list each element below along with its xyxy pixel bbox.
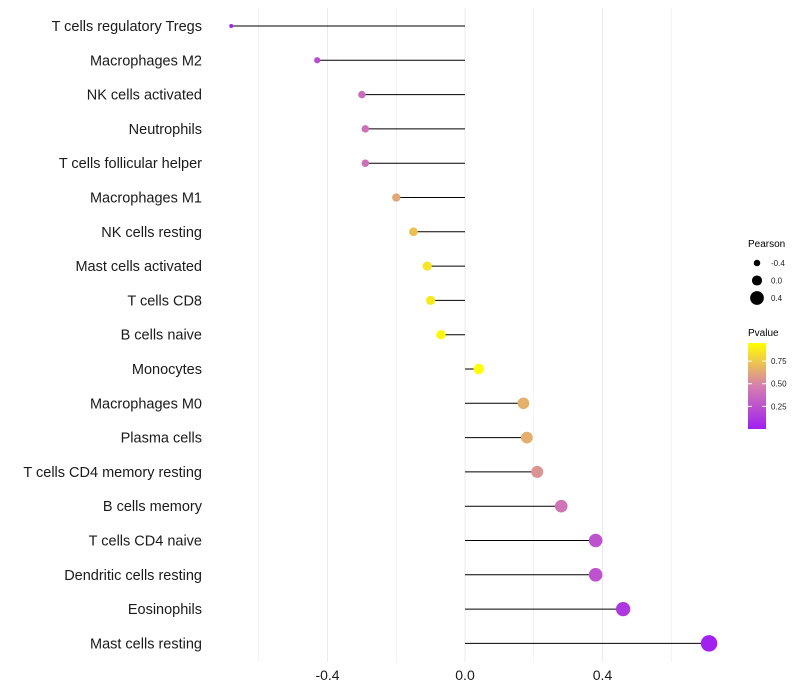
lollipop-point [700, 635, 718, 652]
lollipop-points [229, 24, 718, 652]
lollipop-point [588, 533, 603, 548]
category-label: Mast cells activated [75, 259, 202, 275]
lollipop-point [473, 363, 484, 375]
lollipop-point [521, 431, 533, 444]
legend-size-label: 0.4 [771, 294, 783, 303]
legend-pearson-title: Pearson [748, 239, 785, 250]
category-label: Plasma cells [121, 431, 202, 447]
legend-size-key [753, 259, 761, 267]
lollipop-point [409, 227, 418, 237]
legend-size-key [750, 291, 764, 305]
legend-size-key [751, 275, 763, 286]
colorbar-label: 0.50 [771, 380, 787, 389]
legend-pearson: Pearson -0.4 0.0 0.4 [748, 239, 785, 305]
category-label: Eosinophils [128, 602, 202, 618]
legend-size-label: 0.0 [771, 277, 783, 286]
category-label: Monocytes [132, 362, 202, 378]
lollipop-point [361, 159, 370, 167]
category-label: T cells CD8 [127, 293, 202, 309]
category-labels: T cells regulatory Tregs Macrophages M2 NK… [23, 19, 202, 652]
lollipop-point [392, 193, 401, 202]
lollipop-point [436, 329, 446, 340]
lollipop-point [229, 24, 234, 28]
category-label: T cells follicular helper [59, 156, 202, 172]
category-label: B cells naive [121, 328, 202, 344]
lollipop-point [554, 499, 568, 513]
colorbar-label: 0.25 [771, 402, 787, 411]
category-label: Neutrophils [129, 122, 202, 138]
category-label: T cells CD4 memory resting [23, 465, 202, 481]
category-label: B cells memory [103, 499, 203, 515]
lollipop-point [314, 57, 321, 64]
lollipop-point [422, 261, 432, 271]
lollipop-stems [231, 25, 710, 644]
category-label: NK cells activated [87, 88, 202, 104]
x-tick-label: 0.0 [455, 667, 475, 683]
category-label: T cells CD4 naive [89, 534, 202, 550]
category-label: NK cells resting [101, 225, 202, 241]
lollipop-point [358, 90, 366, 99]
category-label: Dendritic cells resting [64, 568, 202, 584]
category-label: Macrophages M1 [90, 191, 202, 207]
legend-pvalue: Pvalue 0.75 0.50 0.25 [748, 328, 787, 429]
x-tick-label: -0.4 [315, 667, 339, 683]
category-label: T cells regulatory Tregs [52, 19, 202, 35]
lollipop-point [426, 295, 436, 306]
lollipop-point [361, 125, 370, 133]
lollipop-point [615, 601, 631, 617]
category-label: Macrophages M2 [90, 53, 202, 69]
pvalue-colorbar [748, 343, 766, 429]
grid-lines [258, 8, 672, 662]
lollipop-point [517, 397, 530, 410]
colorbar-label: 0.75 [771, 357, 787, 366]
category-label: Mast cells resting [90, 636, 202, 652]
x-axis-ticks: -0.4 0.0 0.4 [315, 667, 612, 683]
lollipop-point [588, 568, 603, 582]
x-tick-label: 0.4 [593, 667, 613, 683]
legend-pvalue-title: Pvalue [748, 328, 779, 339]
legend-size-label: -0.4 [771, 259, 785, 268]
category-label: Macrophages M0 [90, 396, 202, 412]
lollipop-point [531, 465, 544, 478]
